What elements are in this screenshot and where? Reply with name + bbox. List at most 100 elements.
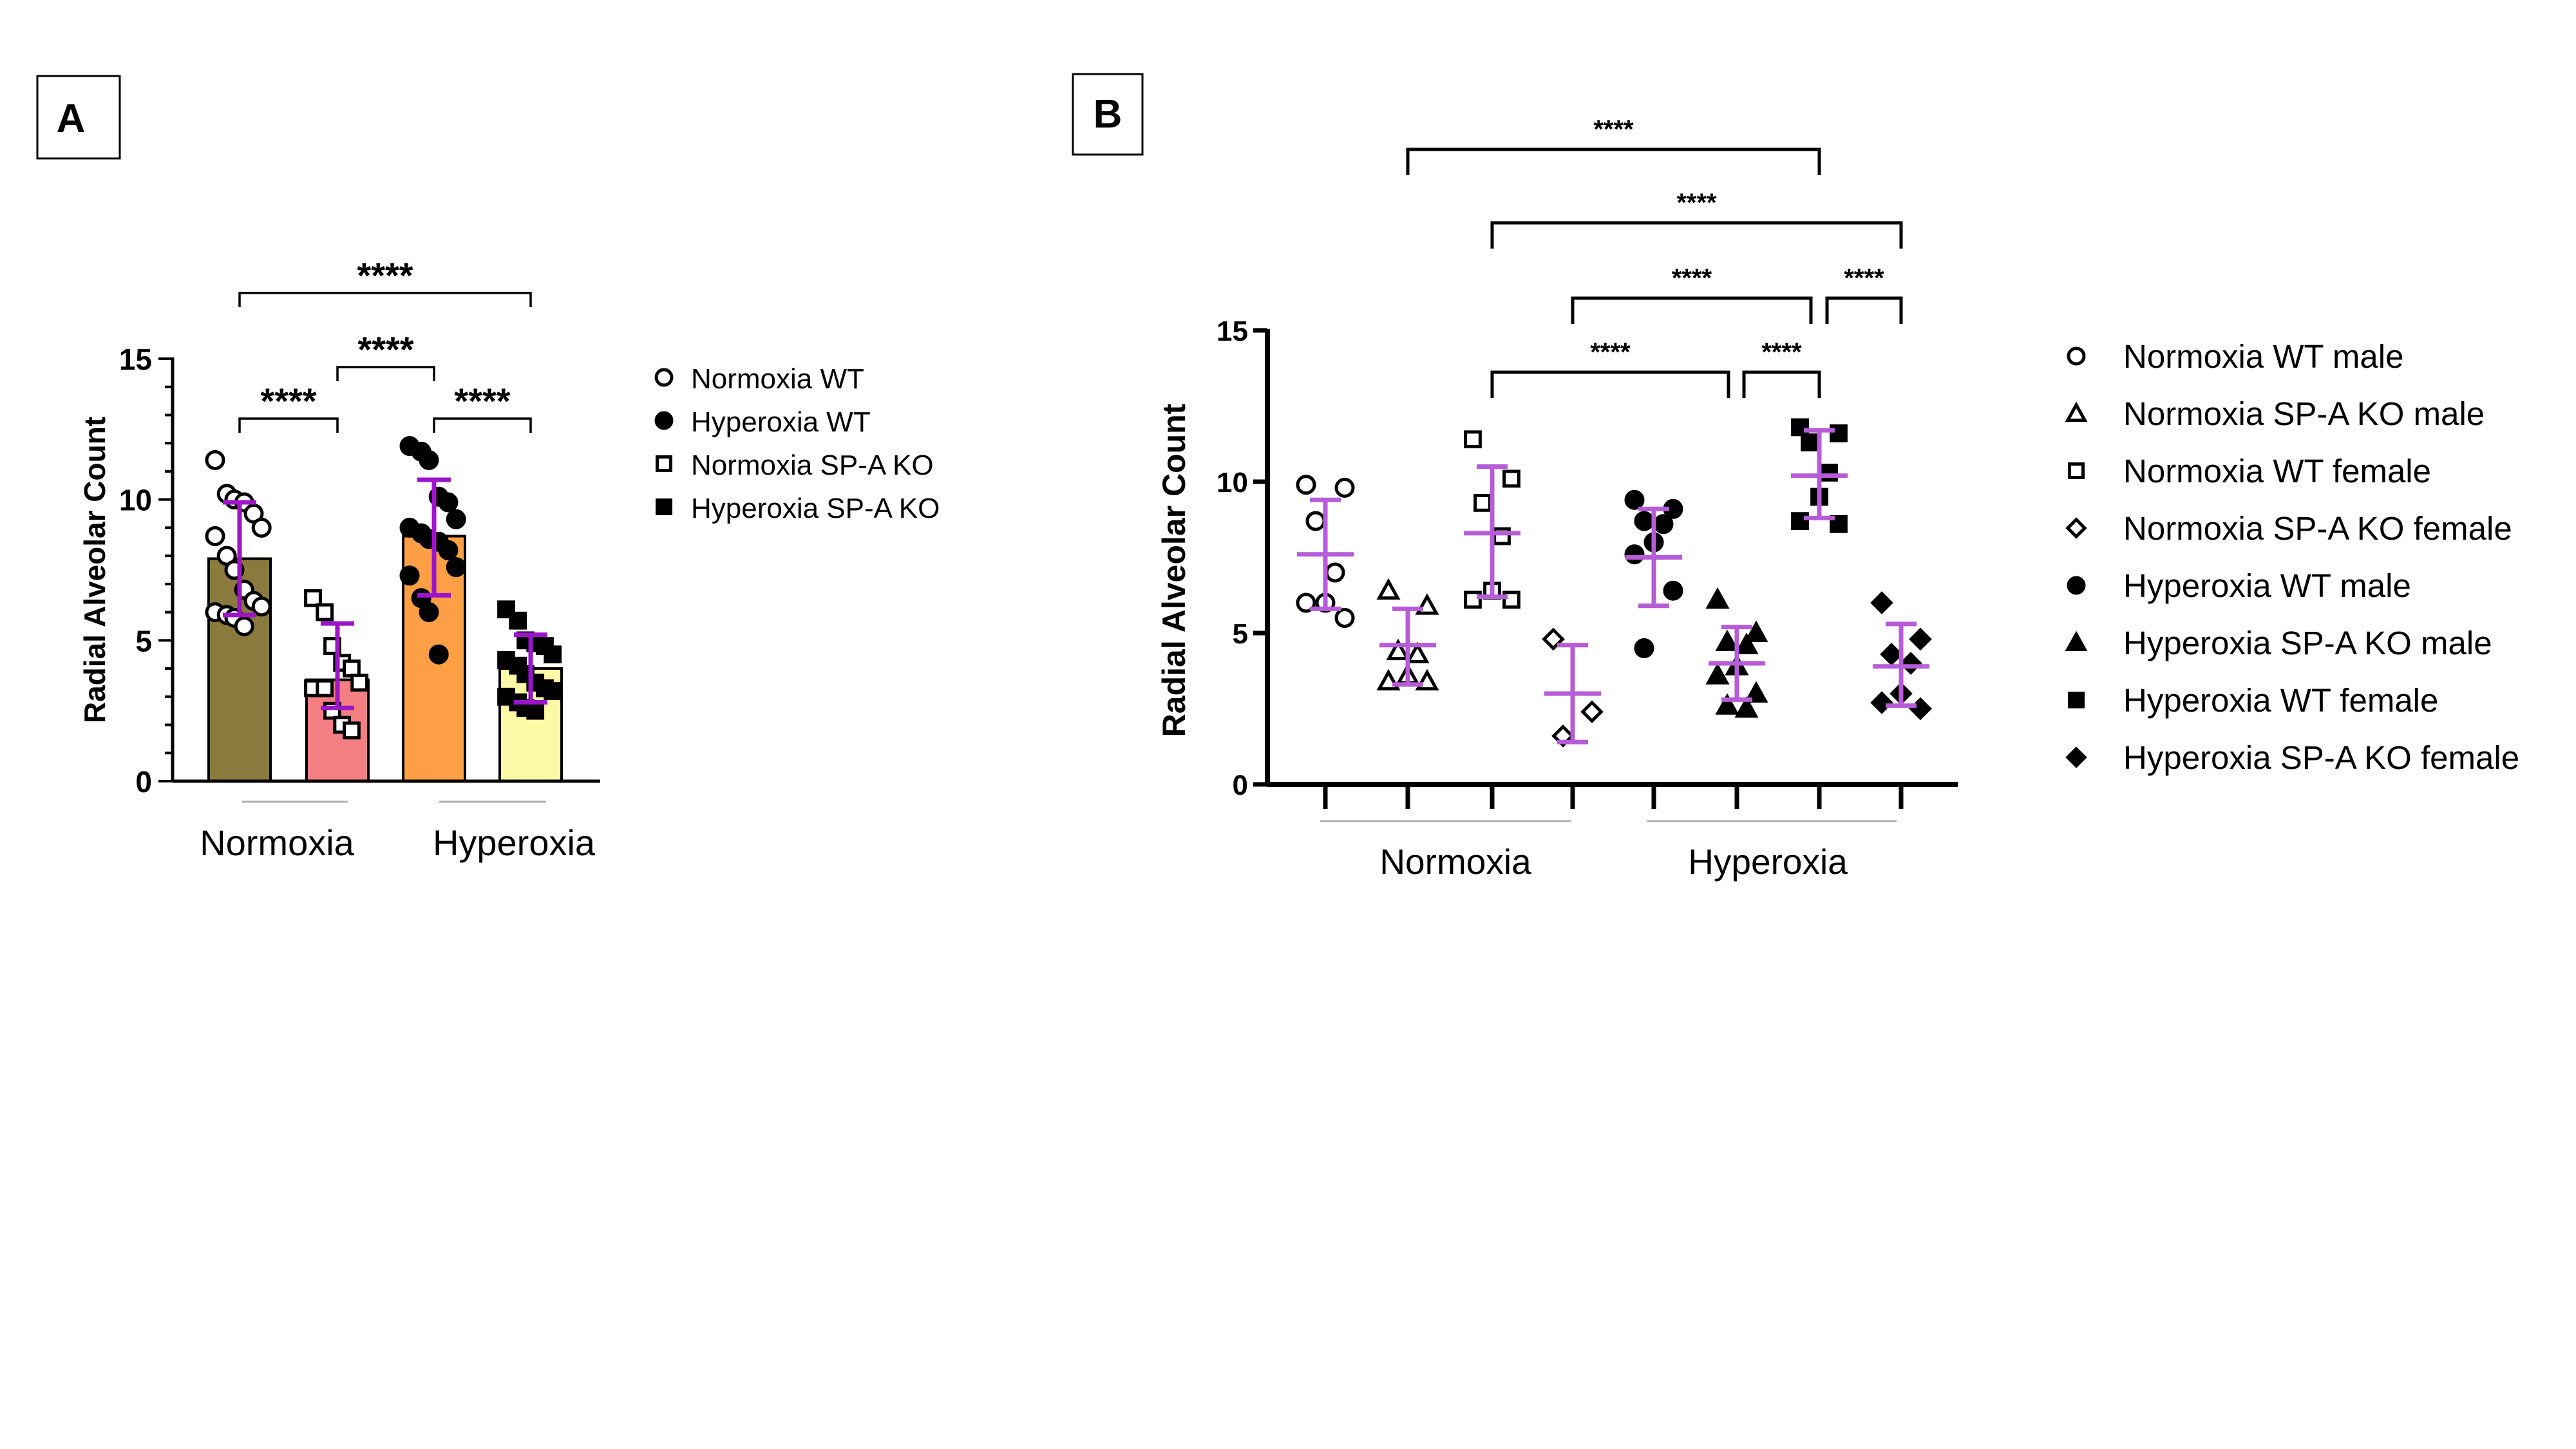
point-hyperoxia-wt-male [1653, 514, 1674, 535]
legend-marker-hyperoxia-wt [654, 411, 674, 430]
point-hyperoxia-sp-a-ko-male [1705, 587, 1730, 609]
significance-bracket [1406, 147, 1821, 175]
significance-label: **** [357, 329, 413, 370]
point-normoxia-wt [234, 616, 254, 636]
point-hyperoxia-wt [438, 540, 459, 560]
point-hyperoxia-sp-a-ko-male [1744, 620, 1768, 642]
legend-label-hyperoxia-sp-a-ko: Hyperoxia SP-A KO [691, 493, 940, 524]
point-normoxia-sp-a-ko [304, 589, 322, 607]
point-hyperoxia-wt-female [1791, 512, 1809, 530]
point-hyperoxia-sp-a-ko-male [1744, 681, 1768, 703]
point-normoxia-sp-a-ko [316, 603, 334, 621]
point-hyperoxia-wt-female [1830, 424, 1848, 442]
legend-marker-normoxia-wt-female [2068, 462, 2085, 479]
point-normoxia-wt-male [1334, 608, 1355, 628]
legend-label-normoxia-sp-a-ko-male: Normoxia SP-A KO male [2123, 395, 2485, 432]
point-hyperoxia-wt [446, 509, 466, 529]
point-normoxia-wt-male [1305, 511, 1326, 531]
panel-a-label: A [36, 75, 121, 160]
chart-a: 0 5 10 15 Radial Alveolar Count Normoxia Hyper… [78, 255, 600, 863]
panel-a-label-box [36, 75, 121, 160]
point-normoxia-wt-male [1296, 475, 1316, 495]
group-label-normoxia: Normoxia [200, 822, 354, 863]
point-normoxia-wt [251, 517, 272, 538]
significance-bracket [1742, 370, 1821, 398]
panel-b-label-text: B [1094, 92, 1122, 137]
point-normoxia-wt-female [1502, 591, 1520, 609]
significance-label: **** [357, 255, 413, 296]
significance-bracket [1825, 296, 1903, 324]
point-normoxia-wt-female [1473, 494, 1492, 512]
legend-marker-hyperoxia-wt-female [2068, 692, 2085, 708]
point-hyperoxia-wt-female [1830, 515, 1848, 533]
legend-label-normoxia-sp-a-ko-female: Normoxia SP-A KO female [2123, 510, 2512, 547]
y-tick-label: 5 [135, 624, 152, 658]
y-tick-label: 5 [1233, 618, 1248, 650]
point-hyperoxia-wt [419, 602, 439, 623]
legend-marker-hyperoxia-sp-a-ko [656, 498, 672, 515]
point-hyperoxia-sp-a-ko [509, 611, 527, 630]
y-axis-label: Radial Alveolar Count [1156, 403, 1192, 737]
y-tick-label: 0 [135, 765, 152, 799]
point-hyperoxia-wt [438, 492, 459, 513]
significance-bracket [238, 292, 532, 307]
significance-label: **** [1672, 264, 1712, 292]
significance-label: **** [1844, 264, 1884, 292]
significance-bracket [1490, 221, 1903, 249]
point-normoxia-sp-a-ko-male [1376, 578, 1401, 600]
legend-label-hyperoxia-wt-male: Hyperoxia WT male [2123, 567, 2411, 604]
point-hyperoxia-wt-female [1791, 418, 1809, 437]
point-hyperoxia-sp-a-ko-male [1734, 632, 1759, 654]
y-tick-label: 0 [1233, 770, 1248, 801]
legend-marker-hyperoxia-sp-a-ko-male [2065, 630, 2088, 652]
legend-marker-normoxia-sp-a-ko-female [2065, 517, 2087, 539]
point-hyperoxia-wt-male [1624, 489, 1645, 510]
significance-label: **** [1590, 338, 1631, 366]
significance-bracket [336, 366, 435, 381]
point-normoxia-sp-a-ko [316, 679, 334, 697]
legend-label-hyperoxia-wt: Hyperoxia WT [691, 406, 871, 438]
point-hyperoxia-sp-a-ko-female [1880, 643, 1903, 666]
point-hyperoxia-sp-a-ko-male [1734, 696, 1759, 718]
legend-label-normoxia-wt-female: Normoxia WT female [2123, 453, 2431, 489]
panel-b-label-box [1072, 73, 1144, 156]
legend-label-normoxia-sp-a-ko: Normoxia SP-A KO [691, 450, 934, 481]
point-normoxia-sp-a-ko [350, 674, 369, 692]
group-label-normoxia: Normoxia [1379, 842, 1531, 882]
point-hyperoxia-wt-male [1634, 511, 1654, 531]
y-tick-label: 10 [1217, 467, 1248, 498]
point-hyperoxia-sp-a-ko [544, 682, 562, 700]
significance-label: **** [1676, 189, 1717, 217]
point-hyperoxia-sp-a-ko-male [1705, 663, 1730, 685]
point-normoxia-sp-a-ko-male [1386, 638, 1410, 661]
panel-a-label-text: A [57, 97, 86, 141]
point-hyperoxia-sp-a-ko [544, 645, 562, 664]
point-normoxia-sp-a-ko-female [1580, 700, 1604, 724]
point-hyperoxia-wt-female [1801, 433, 1819, 451]
point-hyperoxia-wt-male [1663, 580, 1683, 601]
point-normoxia-sp-a-ko-male [1405, 641, 1430, 663]
point-hyperoxia-wt [419, 450, 439, 470]
significance-bracket [433, 417, 532, 433]
significance-label: **** [1593, 115, 1634, 144]
point-hyperoxia-wt [446, 557, 466, 578]
y-tick-label: 15 [1217, 316, 1248, 347]
group-label-hyperoxia: Hyperoxia [433, 822, 596, 863]
y-axis-label: Radial Alveolar Count [78, 417, 111, 723]
legend-marker-hyperoxia-wt-male [2067, 576, 2086, 595]
legend-marker-hyperoxia-sp-a-ko-female [2065, 746, 2087, 768]
point-hyperoxia-sp-a-ko-female [1870, 591, 1893, 614]
panel-b-label: B [1072, 73, 1144, 156]
point-hyperoxia-sp-a-ko-male [1715, 629, 1739, 652]
legend-label-hyperoxia-sp-a-ko-male: Hyperoxia SP-A KO male [2123, 625, 2492, 661]
point-hyperoxia-wt-male [1624, 544, 1645, 565]
point-normoxia-wt-female [1464, 591, 1482, 609]
legend-label-normoxia-wt-male: Normoxia WT male [2123, 338, 2403, 375]
significance-bracket [1571, 296, 1813, 324]
point-hyperoxia-sp-a-ko-female [1909, 627, 1932, 651]
legend-label-hyperoxia-sp-a-ko-female: Hyperoxia SP-A KO female [2123, 739, 2519, 776]
point-normoxia-wt [205, 450, 225, 470]
legend-a: Normoxia WT Hyperoxia WT Normoxia SP-A KO H… [654, 363, 940, 524]
y-tick-label: 10 [119, 484, 152, 517]
